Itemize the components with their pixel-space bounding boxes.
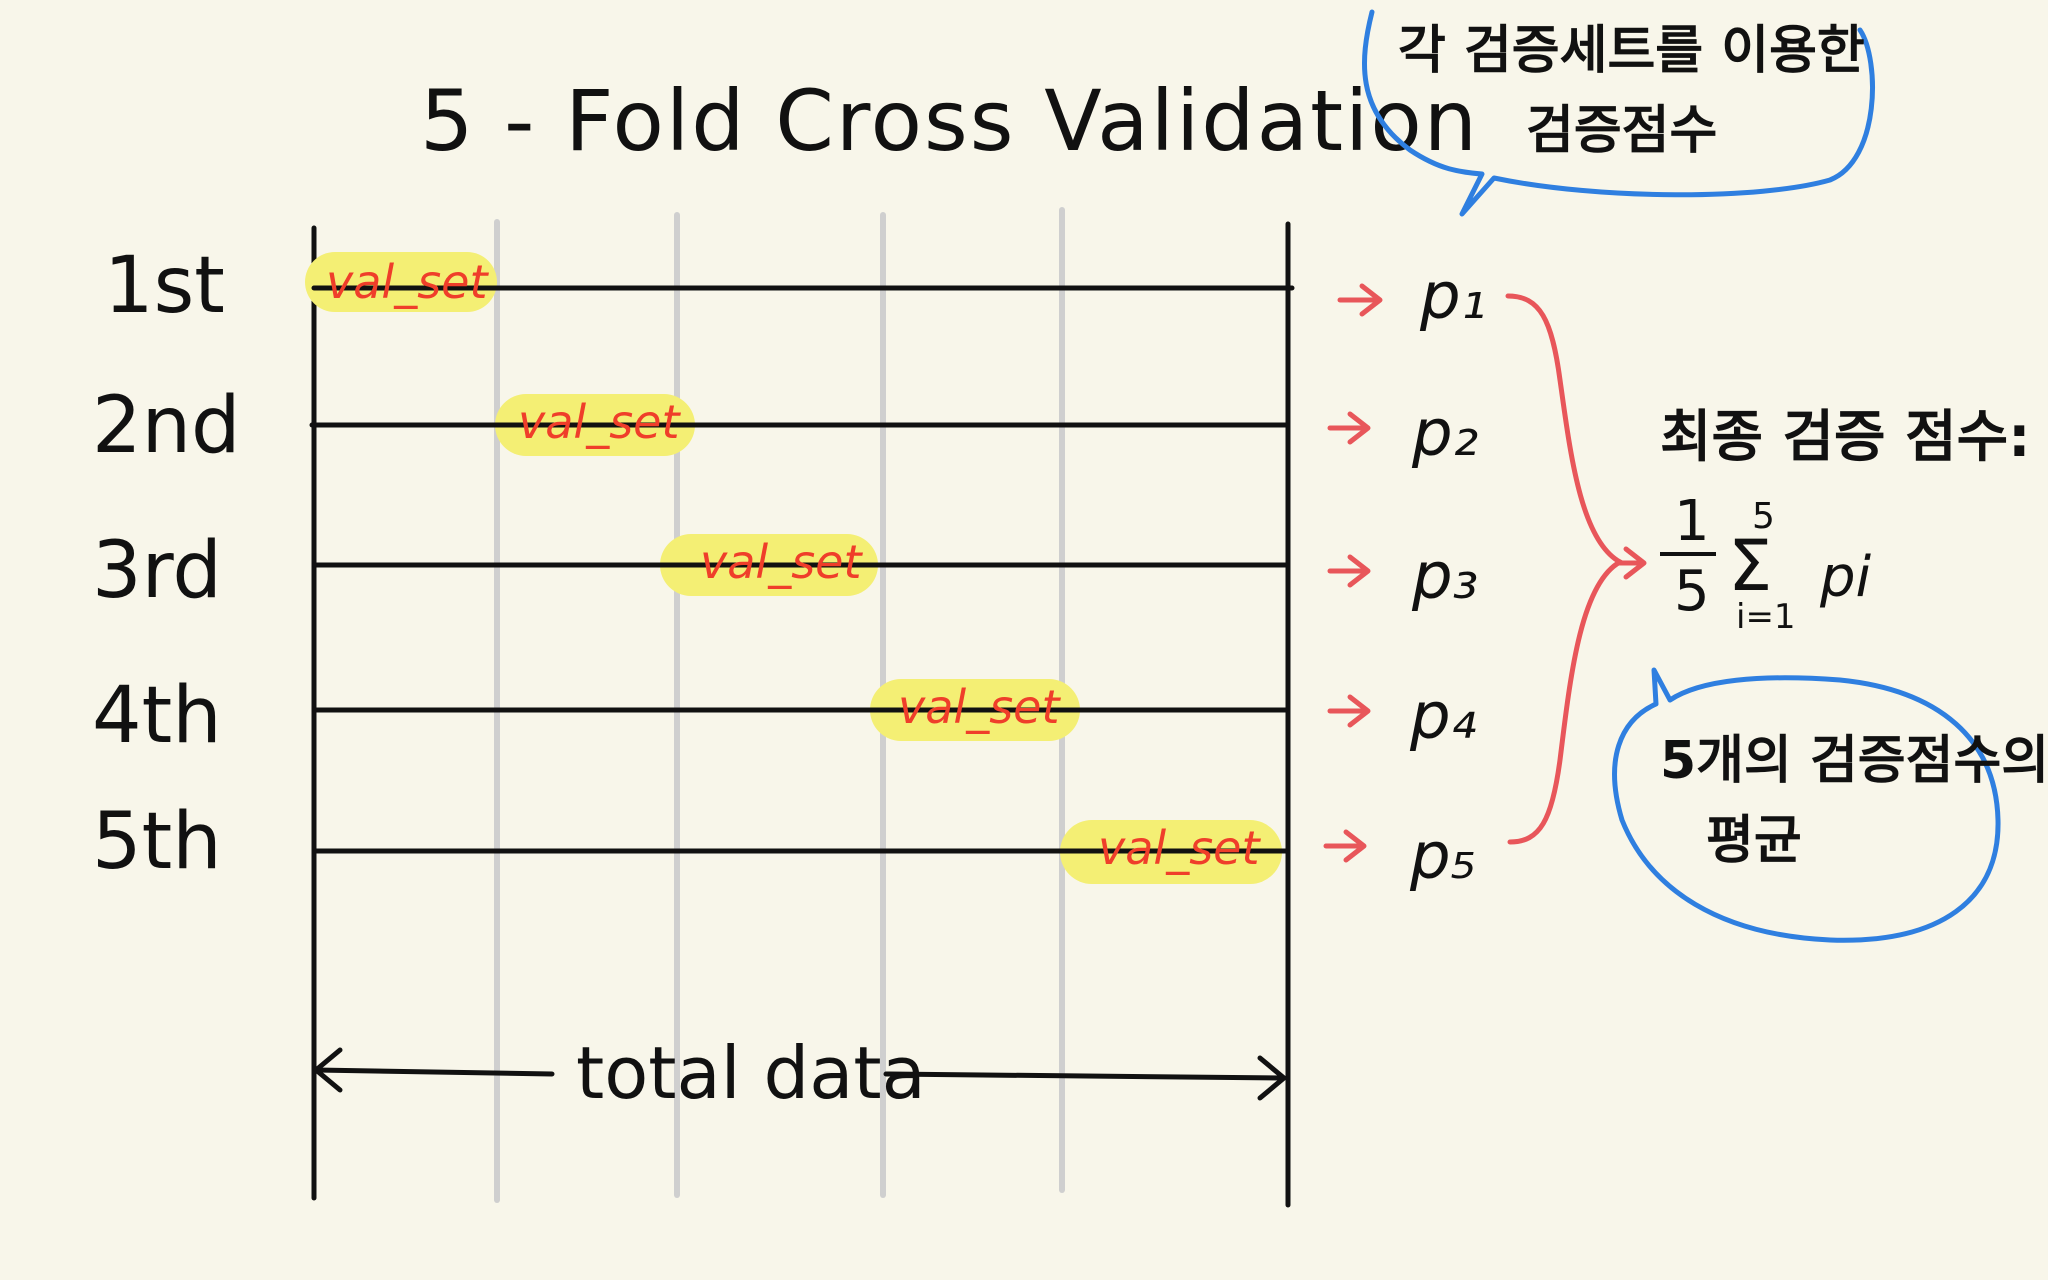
fold-lines	[309, 285, 1295, 854]
arrow-icon	[1327, 554, 1371, 588]
score-p2: p₂	[1411, 397, 1478, 471]
total-data-line-right	[883, 1071, 1287, 1081]
final-score-label: 최종 검증 점수:	[1660, 405, 2031, 470]
fold-label-3: 3rd	[92, 526, 222, 616]
arrow-icon	[1327, 694, 1371, 728]
sum-upper-limit: 5	[1752, 496, 1775, 537]
bubble-outline-top	[1362, 9, 1875, 217]
fold-label-2: 2nd	[92, 381, 241, 471]
arrow-icon	[1327, 411, 1371, 445]
score-p5: p₅	[1409, 820, 1476, 894]
score-p3: p₃	[1411, 540, 1478, 614]
val-set-label-2: val_set	[518, 395, 681, 449]
score-arrows	[1323, 283, 1383, 863]
fraction-denominator: 5	[1674, 559, 1710, 624]
score-p4: p₄	[1409, 680, 1476, 754]
bubble-bottom-line1: 5개의 검증점수의	[1660, 731, 2048, 791]
arrow-icon	[1615, 546, 1647, 580]
diagram-title: 5 - Fold Cross Validation	[420, 72, 1479, 170]
data-borders	[311, 221, 1291, 1208]
sum-symbol: Σ	[1728, 525, 1772, 607]
val-set-label-5: val_set	[1098, 821, 1261, 875]
arrow-icon	[1337, 283, 1383, 317]
bubble-top-line2: 검증점수	[1526, 101, 1717, 161]
arrow-left-icon	[313, 1047, 343, 1093]
bubble-outline-bottom	[1612, 667, 2001, 943]
val-highlight-1	[305, 252, 497, 312]
fold-label-5: 5th	[92, 797, 222, 887]
fold-label-1: 1st	[104, 241, 225, 331]
sum-lower-limit: i=1	[1736, 597, 1796, 637]
arrow-right-icon	[1257, 1055, 1287, 1101]
mean-formula: 1 5 5 Σ i=1 pi	[1660, 489, 1872, 637]
grouping-brace	[1505, 293, 1626, 845]
val-set-label-1: val_set	[326, 255, 489, 309]
total-data-arrow	[313, 1047, 1287, 1101]
total-data-line-left	[313, 1067, 555, 1077]
bubble-top-line1: 각 검증세트를 이용한	[1398, 21, 1865, 81]
sum-term: pi	[1819, 545, 1872, 610]
bubble-bottom-line2: 평균	[1706, 811, 1802, 871]
arrow-icon	[1323, 829, 1367, 863]
score-p1: p₁	[1419, 260, 1486, 334]
val-set-label-3: val_set	[700, 535, 863, 589]
fraction-numerator: 1	[1674, 489, 1710, 554]
total-data-label: total data	[576, 1031, 926, 1115]
fold-label-4: 4th	[92, 671, 222, 761]
val-set-label-4: val_set	[898, 680, 1061, 734]
